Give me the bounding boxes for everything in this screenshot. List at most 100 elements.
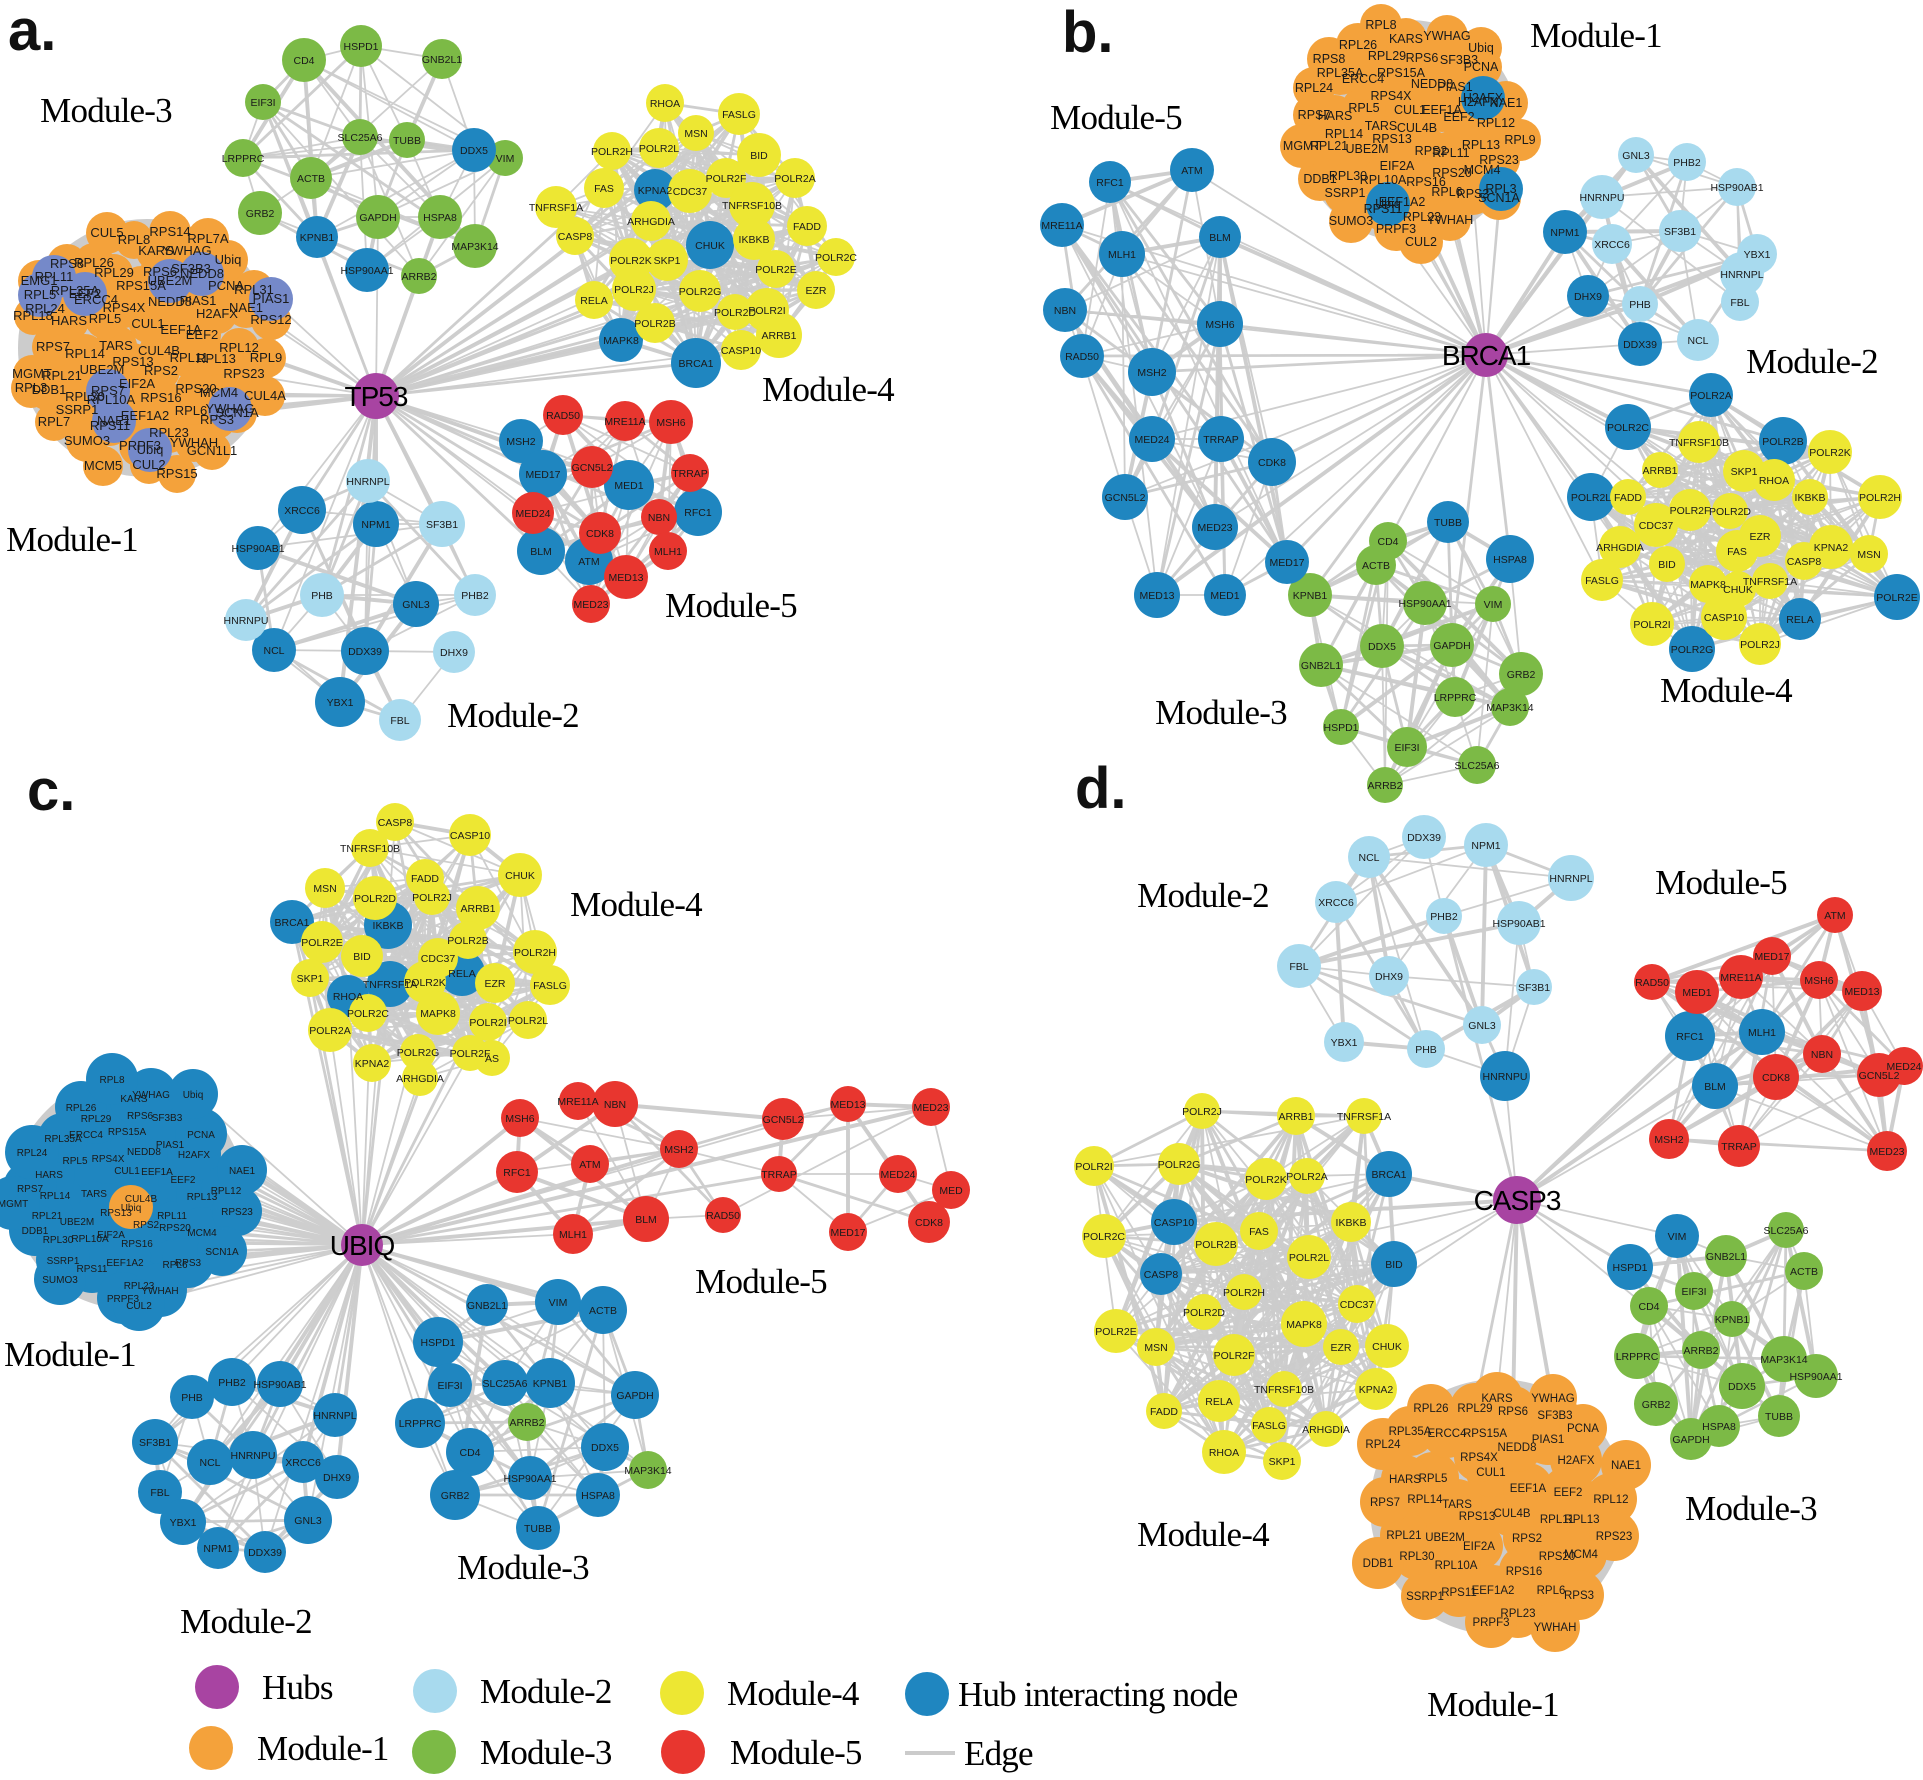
svg-text:EEF1A2: EEF1A2 <box>1472 1585 1515 1597</box>
svg-text:RPL35A: RPL35A <box>1389 1426 1432 1438</box>
svg-text:NEDD8: NEDD8 <box>148 294 192 309</box>
svg-text:EIF3I: EIF3I <box>437 1380 462 1392</box>
svg-text:RPS4X: RPS4X <box>103 300 146 315</box>
svg-text:ARRB2: ARRB2 <box>1367 780 1402 792</box>
svg-text:SLC25A6: SLC25A6 <box>338 132 383 144</box>
svg-text:RAD50: RAD50 <box>1065 351 1099 363</box>
svg-text:PCNA: PCNA <box>208 278 244 293</box>
svg-text:Module-1: Module-1 <box>4 1335 136 1374</box>
svg-text:RPS20: RPS20 <box>1432 166 1472 180</box>
svg-text:POLR2I: POLR2I <box>1075 1161 1112 1173</box>
svg-text:KPNA2: KPNA2 <box>1814 542 1849 554</box>
svg-text:CUL4B: CUL4B <box>1493 1508 1530 1520</box>
svg-text:RPS2: RPS2 <box>144 363 178 378</box>
svg-text:FADD: FADD <box>411 873 439 885</box>
svg-text:MLH1: MLH1 <box>1108 249 1136 261</box>
svg-text:GCN5L2: GCN5L2 <box>1105 492 1146 504</box>
svg-text:FAS: FAS <box>1249 1226 1269 1238</box>
svg-text:MCM4: MCM4 <box>1464 163 1501 177</box>
svg-text:RPS6: RPS6 <box>127 1111 154 1122</box>
svg-text:EEF1A: EEF1A <box>160 322 202 337</box>
svg-text:POLR2A: POLR2A <box>1690 390 1731 402</box>
svg-text:BLM: BLM <box>530 546 552 558</box>
svg-text:TUBB: TUBB <box>393 135 421 147</box>
svg-text:HSPA8: HSPA8 <box>581 1490 615 1502</box>
svg-text:POLR2F: POLR2F <box>1670 505 1711 517</box>
svg-text:MED24: MED24 <box>1134 434 1169 446</box>
svg-text:EEF2: EEF2 <box>170 1175 195 1186</box>
svg-text:MSH2: MSH2 <box>664 1144 693 1156</box>
svg-text:IKBKB: IKBKB <box>373 920 404 932</box>
svg-text:HSP90AB1: HSP90AB1 <box>253 1379 306 1391</box>
svg-text:Module-1: Module-1 <box>1530 16 1662 55</box>
svg-text:RPS8: RPS8 <box>50 256 84 271</box>
svg-text:b.: b. <box>1062 0 1114 65</box>
svg-text:HNRNPL: HNRNPL <box>313 1410 356 1422</box>
svg-text:SF3B1: SF3B1 <box>1664 226 1696 238</box>
svg-text:HSPD1: HSPD1 <box>343 41 378 53</box>
svg-text:NAE1: NAE1 <box>229 1166 256 1177</box>
svg-text:H2AFX: H2AFX <box>1458 95 1499 109</box>
svg-text:MSH6: MSH6 <box>505 1113 534 1125</box>
svg-text:PRPF3: PRPF3 <box>107 1294 140 1305</box>
svg-text:RPS3: RPS3 <box>175 1258 202 1269</box>
svg-text:BRCA1: BRCA1 <box>274 917 309 929</box>
svg-text:TNFRSF1A: TNFRSF1A <box>1337 1111 1391 1123</box>
svg-text:CUL4B: CUL4B <box>1397 121 1437 135</box>
svg-text:CHUK: CHUK <box>695 240 725 252</box>
svg-text:MRE11A: MRE11A <box>557 1096 598 1108</box>
svg-text:HSPA8: HSPA8 <box>1702 1421 1736 1433</box>
svg-text:MLH1: MLH1 <box>654 546 682 558</box>
svg-text:GCN5L2: GCN5L2 <box>763 1114 804 1126</box>
svg-text:NAE1: NAE1 <box>229 300 263 315</box>
svg-text:SF3B3: SF3B3 <box>171 261 211 276</box>
svg-text:PIAS1: PIAS1 <box>1532 1434 1565 1446</box>
svg-text:NPM1: NPM1 <box>1550 227 1579 239</box>
svg-text:YWHAG: YWHAG <box>162 243 211 258</box>
svg-text:UBE2M: UBE2M <box>80 362 125 377</box>
svg-text:CUL2: CUL2 <box>132 457 165 472</box>
svg-text:RPL11: RPL11 <box>170 350 209 365</box>
svg-text:YWHAG: YWHAG <box>1423 29 1470 43</box>
svg-text:RPL3: RPL3 <box>1485 182 1516 196</box>
svg-text:MCM4: MCM4 <box>200 385 238 400</box>
svg-text:SF3B1: SF3B1 <box>426 519 458 531</box>
svg-text:ERCC4: ERCC4 <box>69 1130 103 1141</box>
svg-text:RAD50: RAD50 <box>546 410 580 422</box>
svg-text:TARS: TARS <box>1365 119 1397 133</box>
svg-text:LRPPRC: LRPPRC <box>222 153 265 165</box>
svg-text:TUBB: TUBB <box>1434 517 1462 529</box>
svg-text:MAPK8: MAPK8 <box>1286 1319 1322 1331</box>
svg-text:RPL11: RPL11 <box>1432 146 1469 160</box>
svg-text:CUL1: CUL1 <box>1394 103 1426 117</box>
svg-text:CDC37: CDC37 <box>421 953 456 965</box>
svg-text:NAE1: NAE1 <box>1490 96 1523 110</box>
svg-text:ERCC4: ERCC4 <box>74 292 118 307</box>
svg-text:MED24: MED24 <box>1886 1061 1921 1073</box>
svg-text:POLR2C: POLR2C <box>1083 1231 1125 1243</box>
svg-text:HSPD1: HSPD1 <box>1612 1262 1647 1274</box>
svg-text:GNB2L1: GNB2L1 <box>422 54 462 66</box>
svg-text:POLR2D: POLR2D <box>1709 506 1751 518</box>
svg-text:RPL13: RPL13 <box>1564 1514 1599 1526</box>
svg-text:RPL11: RPL11 <box>1540 1514 1574 1526</box>
svg-text:Module-3: Module-3 <box>1685 1489 1817 1528</box>
svg-text:SF3B3: SF3B3 <box>1537 1410 1572 1422</box>
svg-text:MED24: MED24 <box>880 1169 915 1181</box>
svg-text:POLR2B: POLR2B <box>1195 1239 1236 1251</box>
svg-text:POLR2D: POLR2D <box>714 307 756 319</box>
svg-text:SCN1A: SCN1A <box>1478 191 1520 205</box>
svg-text:ARRB2: ARRB2 <box>1683 1345 1718 1357</box>
svg-text:d.: d. <box>1075 756 1127 821</box>
svg-text:NPM1: NPM1 <box>361 519 390 531</box>
svg-text:RAD50: RAD50 <box>1635 977 1669 989</box>
svg-text:AS: AS <box>485 1053 499 1065</box>
svg-text:TARS: TARS <box>99 338 133 353</box>
svg-text:EEF2: EEF2 <box>186 327 219 342</box>
svg-text:KPNB1: KPNB1 <box>533 1378 568 1390</box>
svg-text:RPL14: RPL14 <box>65 346 105 361</box>
svg-text:KPNB1: KPNB1 <box>300 232 335 244</box>
svg-text:HNRNPU: HNRNPU <box>1483 1071 1528 1083</box>
svg-text:RPS4X: RPS4X <box>1460 1452 1498 1464</box>
svg-text:HSP90AA1: HSP90AA1 <box>1398 598 1451 610</box>
